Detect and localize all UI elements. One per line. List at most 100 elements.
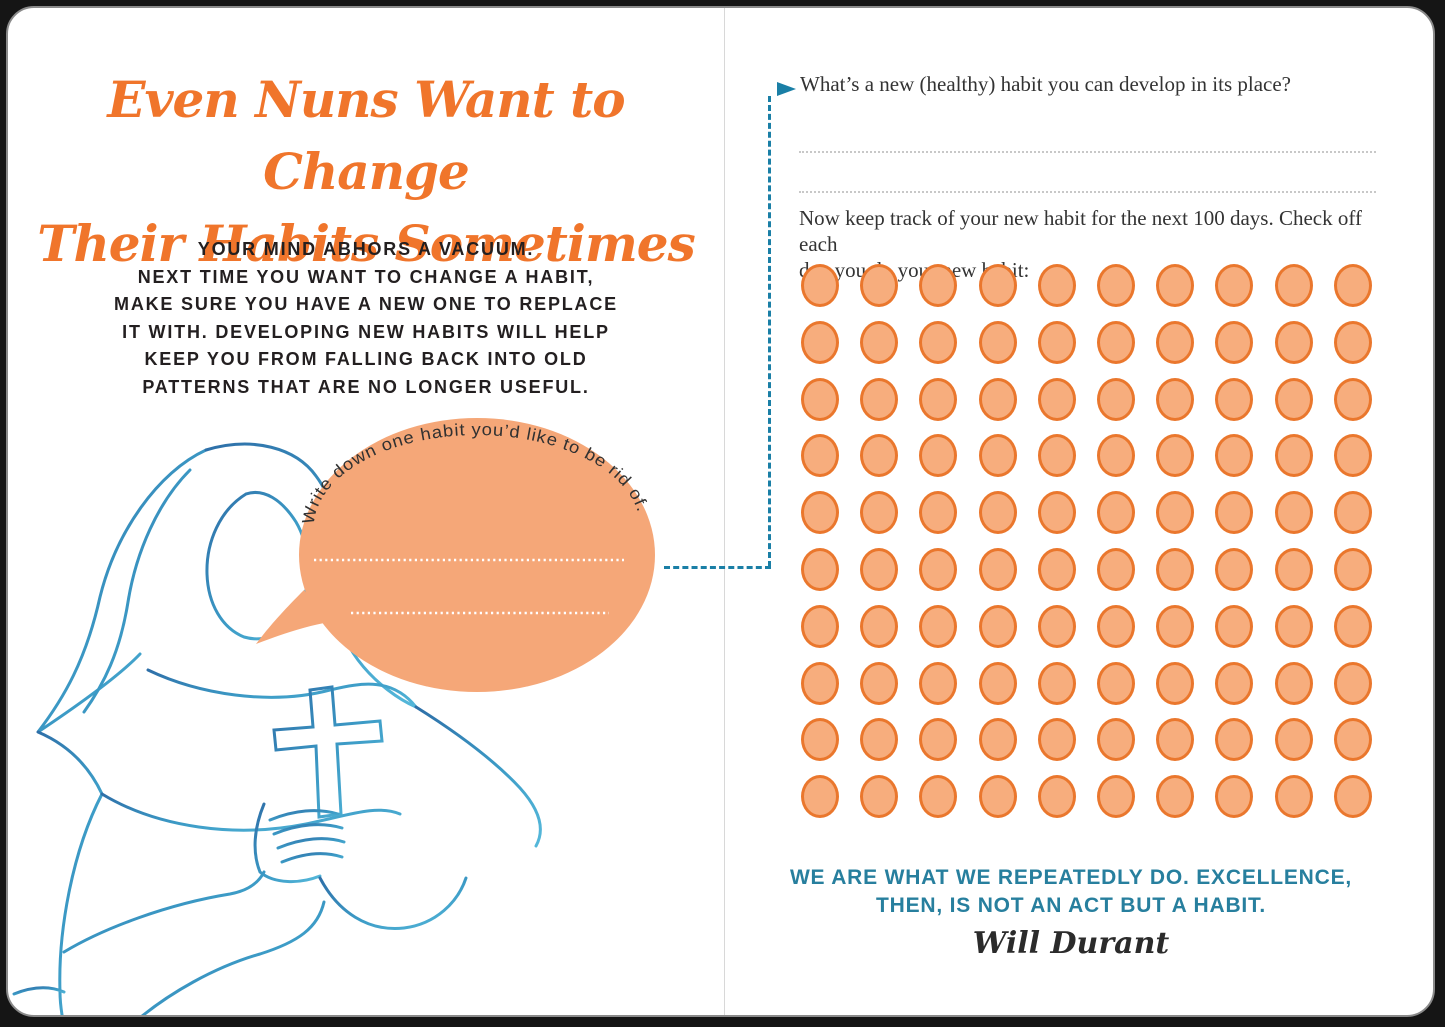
day-circle[interactable]	[1215, 547, 1254, 591]
writing-line-1[interactable]	[799, 151, 1376, 153]
day-circle[interactable]	[801, 377, 839, 421]
day-circle[interactable]	[1096, 547, 1135, 591]
day-circle[interactable]	[1215, 604, 1254, 648]
day-circle[interactable]	[919, 718, 958, 762]
day-circle[interactable]	[801, 320, 839, 364]
day-circle[interactable]	[1037, 434, 1076, 478]
day-circle[interactable]	[978, 434, 1017, 478]
day-circle[interactable]	[978, 264, 1017, 307]
day-circle[interactable]	[1333, 718, 1372, 762]
day-circle[interactable]	[801, 604, 839, 648]
day-circle[interactable]	[1333, 775, 1372, 819]
day-circle[interactable]	[860, 264, 899, 307]
day-circle[interactable]	[1096, 434, 1135, 478]
day-circle[interactable]	[801, 434, 839, 478]
day-circle[interactable]	[978, 547, 1017, 591]
day-circle[interactable]	[978, 320, 1017, 364]
day-circle[interactable]	[1333, 604, 1372, 648]
day-circle[interactable]	[1096, 718, 1135, 762]
day-circle[interactable]	[1156, 434, 1195, 478]
day-circle[interactable]	[919, 264, 958, 307]
day-circle[interactable]	[860, 434, 899, 478]
day-circle[interactable]	[1096, 377, 1135, 421]
day-circle[interactable]	[1156, 661, 1195, 705]
day-circle[interactable]	[1156, 320, 1195, 364]
day-circle[interactable]	[801, 718, 839, 762]
day-circle[interactable]	[1215, 434, 1254, 478]
day-circle[interactable]	[1274, 775, 1313, 819]
day-circle[interactable]	[1096, 661, 1135, 705]
day-circle[interactable]	[919, 320, 958, 364]
day-circle[interactable]	[1215, 491, 1254, 535]
day-circle[interactable]	[978, 377, 1017, 421]
day-circle[interactable]	[1156, 491, 1195, 535]
day-circle[interactable]	[801, 775, 839, 819]
day-circle[interactable]	[1215, 661, 1254, 705]
day-circle[interactable]	[1274, 661, 1313, 705]
day-circle[interactable]	[1333, 377, 1372, 421]
day-circle[interactable]	[1037, 264, 1076, 307]
day-circle[interactable]	[1215, 377, 1254, 421]
day-circle[interactable]	[1156, 264, 1195, 307]
day-circle[interactable]	[919, 547, 958, 591]
day-circle[interactable]	[1274, 547, 1313, 591]
day-circle[interactable]	[978, 604, 1017, 648]
day-circle[interactable]	[1096, 491, 1135, 535]
day-circle[interactable]	[1215, 718, 1254, 762]
day-circle[interactable]	[1274, 491, 1313, 535]
day-circle[interactable]	[1333, 434, 1372, 478]
day-circle[interactable]	[1037, 604, 1076, 648]
day-circle[interactable]	[1333, 547, 1372, 591]
day-circle[interactable]	[1156, 604, 1195, 648]
day-circle[interactable]	[1037, 320, 1076, 364]
day-circle[interactable]	[978, 718, 1017, 762]
day-circle[interactable]	[1333, 264, 1372, 307]
day-circle[interactable]	[860, 491, 899, 535]
day-circle[interactable]	[1333, 491, 1372, 535]
day-circle[interactable]	[919, 604, 958, 648]
day-circle[interactable]	[860, 377, 899, 421]
day-circle[interactable]	[1274, 320, 1313, 364]
day-circle[interactable]	[919, 775, 958, 819]
day-circle[interactable]	[978, 491, 1017, 535]
day-circle[interactable]	[801, 661, 839, 705]
day-circle[interactable]	[978, 661, 1017, 705]
day-circle[interactable]	[1037, 775, 1076, 819]
day-circle[interactable]	[1096, 604, 1135, 648]
day-circle[interactable]	[1333, 661, 1372, 705]
day-circle[interactable]	[1274, 718, 1313, 762]
day-circle[interactable]	[1156, 547, 1195, 591]
day-circle[interactable]	[919, 491, 958, 535]
day-circle[interactable]	[1215, 264, 1254, 307]
day-circle[interactable]	[1037, 377, 1076, 421]
day-circle[interactable]	[1037, 491, 1076, 535]
day-circle[interactable]	[860, 547, 899, 591]
day-circle[interactable]	[1037, 661, 1076, 705]
day-circle[interactable]	[801, 547, 839, 591]
day-circle[interactable]	[860, 604, 899, 648]
day-circle[interactable]	[801, 264, 839, 307]
day-circle[interactable]	[1156, 718, 1195, 762]
day-circle[interactable]	[1096, 775, 1135, 819]
day-circle[interactable]	[919, 661, 958, 705]
day-circle[interactable]	[1096, 264, 1135, 307]
day-circle[interactable]	[860, 320, 899, 364]
day-circle[interactable]	[1156, 775, 1195, 819]
day-circle[interactable]	[1333, 320, 1372, 364]
day-circle[interactable]	[860, 661, 899, 705]
day-circle[interactable]	[1274, 264, 1313, 307]
writing-line-2[interactable]	[799, 191, 1376, 193]
day-circle[interactable]	[1037, 547, 1076, 591]
day-circle[interactable]	[1215, 320, 1254, 364]
day-circle[interactable]	[1215, 775, 1254, 819]
day-circle[interactable]	[860, 775, 899, 819]
day-circle[interactable]	[1096, 320, 1135, 364]
day-circle[interactable]	[1274, 604, 1313, 648]
day-circle[interactable]	[860, 718, 899, 762]
day-circle[interactable]	[1156, 377, 1195, 421]
day-circle[interactable]	[978, 775, 1017, 819]
day-circle[interactable]	[1274, 434, 1313, 478]
day-circle[interactable]	[1274, 377, 1313, 421]
day-circle[interactable]	[919, 377, 958, 421]
day-circle[interactable]	[919, 434, 958, 478]
